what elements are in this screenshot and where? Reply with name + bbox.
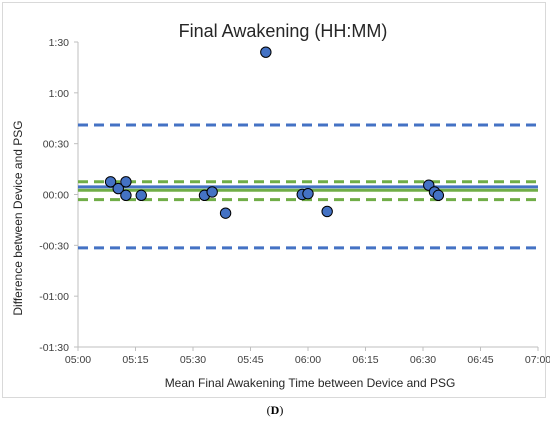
x-tick-label: 05:45	[237, 354, 263, 366]
x-tick-label: 06:30	[410, 354, 436, 366]
data-point	[206, 186, 218, 198]
caption-prefix: (	[266, 403, 271, 417]
y-tick-label: 00:00	[43, 190, 69, 202]
data-point	[135, 189, 147, 202]
figure-caption: (D)	[0, 403, 550, 418]
x-tick-label: 07:00	[525, 354, 550, 366]
data-point	[219, 207, 232, 219]
x-tick-label: 05:30	[180, 354, 206, 366]
axes-layer: 1:30 1:00 00:30 00:00 -00:30 -01:00 -01:3005:0…	[39, 37, 550, 366]
data-point	[112, 182, 124, 195]
data-point	[104, 176, 117, 188]
data-point	[260, 46, 272, 58]
caption-label: D	[270, 403, 280, 417]
data-points-layer	[104, 46, 445, 219]
x-tick-label: 05:00	[65, 354, 91, 366]
y-tick-label: -01:00	[39, 291, 69, 303]
data-point	[120, 176, 132, 188]
y-tick-label: 1:00	[49, 88, 70, 100]
y-tick-label: 00:30	[43, 139, 69, 151]
data-point	[120, 189, 132, 202]
bland-altman-chart: Final Awakening (HH:MM) Difference betwe…	[11, 21, 550, 390]
x-tick-label: 06:00	[295, 354, 321, 366]
x-axis-label: Mean Final Awakening Time between Device…	[165, 376, 456, 390]
y-tick-label: -00:30	[39, 240, 69, 252]
caption-suffix: )	[279, 403, 284, 417]
y-axis-label: Difference between Device and PSG	[11, 120, 25, 315]
chart-frame	[2, 2, 546, 398]
data-point	[321, 205, 333, 218]
y-tick-label: 1:30	[49, 37, 70, 49]
data-point	[302, 187, 314, 200]
x-tick-label: 05:15	[122, 354, 148, 366]
data-point	[432, 189, 445, 202]
chart-figure: Final Awakening (HH:MM) Difference betwe…	[2, 2, 550, 398]
y-tick-label: -01:30	[39, 342, 69, 354]
x-tick-label: 06:15	[352, 354, 378, 366]
x-tick-label: 06:45	[467, 354, 493, 366]
chart-title: Final Awakening (HH:MM)	[179, 21, 388, 41]
